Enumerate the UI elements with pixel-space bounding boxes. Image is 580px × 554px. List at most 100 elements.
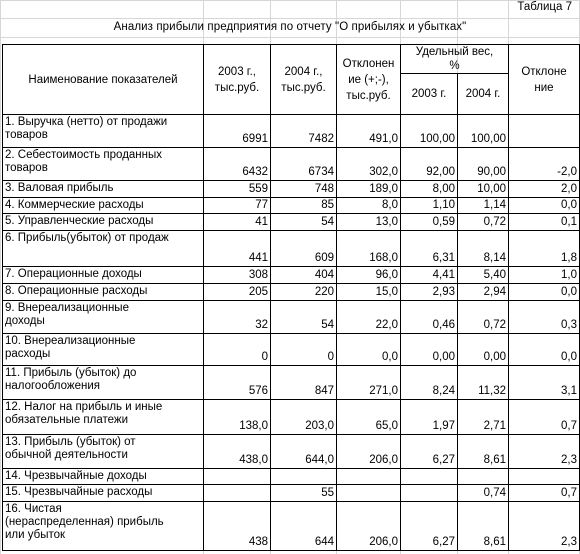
cell-s2004: 8,61 <box>457 434 509 469</box>
row-name-line: 9. Внереализационные <box>5 302 129 314</box>
cell-s2004 <box>457 468 509 485</box>
cell-dev: 0,0 <box>336 333 401 366</box>
table-row: 1. Выручка (нетто) от продажи товаров 6991… <box>2 114 580 148</box>
cell-sdev: 0,1 <box>508 213 580 231</box>
cell-s2004: 8,14 <box>457 230 509 267</box>
cell-dev: 13,0 <box>336 213 401 231</box>
cell-s2004: 8,61 <box>457 501 509 551</box>
row-name-line: 14. Чрезвычайные доходы <box>5 470 147 482</box>
row-name: 8. Операционные расходы <box>2 283 204 301</box>
table-row: 12. Налог на прибыль и иные обязательные … <box>2 399 580 435</box>
cell-s2003 <box>400 484 458 502</box>
cell-s2004: 0,00 <box>457 333 509 366</box>
cell-s2003: 100,00 <box>400 114 458 148</box>
cell-y2003: 32 <box>203 300 271 334</box>
cell-s2004: 11,32 <box>457 365 509 400</box>
cell-sdev: 1,0 <box>508 266 580 284</box>
cell-y2003: 77 <box>203 197 271 214</box>
cell-dev: 15,0 <box>336 283 401 301</box>
cell-sdev: 0,0 <box>508 283 580 301</box>
cell-y2004: 220 <box>270 283 337 301</box>
table-row: 14. Чрезвычайные доходы <box>2 468 580 485</box>
cell-sdev: 3,1 <box>508 365 580 400</box>
cell-s2003: 4,41 <box>400 266 458 284</box>
cell-s2003: 8,24 <box>400 365 458 400</box>
cell-dev: 206,0 <box>336 501 401 551</box>
row-name-line: 7. Операционные доходы <box>5 268 142 280</box>
cell-s2003: 8,00 <box>400 180 458 198</box>
table-row: 6. Прибыль(убыток) от продаж 441 609 168,0 6… <box>2 230 580 267</box>
cell-s2004: 0,74 <box>457 484 509 502</box>
cell-s2003: 92,00 <box>400 147 458 181</box>
cell-s2003: 6,27 <box>400 501 458 551</box>
table-row: 5. Управленческие расходы 41 54 13,0 0,59 0,7… <box>2 213 580 231</box>
table-row: 2. Себестоимость проданных товаров 6432 673… <box>2 147 580 181</box>
cell-s2004: 0,72 <box>457 300 509 334</box>
cell-dev: 189,0 <box>336 180 401 198</box>
table-row: 9. Внереализационные доходы 32 54 22,0 0,46 0,… <box>2 300 580 334</box>
cell-sdev <box>508 468 580 485</box>
cell-dev: 491,0 <box>336 114 401 148</box>
table-row: 8. Операционные расходы 205 220 15,0 2,93 2,9… <box>2 283 580 301</box>
header-name: Наименование показателей <box>2 44 204 115</box>
row-name-line: доходы <box>5 315 45 327</box>
cell-s2004: 1,14 <box>457 197 509 214</box>
cell-dev: 168,0 <box>336 230 401 267</box>
cell-y2003: 438,0 <box>203 434 271 469</box>
row-name: 14. Чрезвычайные доходы <box>2 468 204 485</box>
cell-y2004: 85 <box>270 197 337 214</box>
row-name: 16. Чистая (нераспределенная) прибыль или … <box>2 501 204 551</box>
row-name-line: товаров <box>5 162 48 174</box>
cell-s2004: 2,71 <box>457 399 509 435</box>
row-name: 12. Налог на прибыль и иные обязательные … <box>2 399 204 435</box>
cell-sdev: 0,3 <box>508 300 580 334</box>
profit-analysis-table: Наименование показателей 2003 г., тыс.ру… <box>2 44 580 551</box>
cell-y2003 <box>203 484 271 502</box>
cell-y2004: 0 <box>270 333 337 366</box>
table-row: 11. Прибыль (убыток) до налогообложения 57… <box>2 365 580 400</box>
cell-y2003: 205 <box>203 283 271 301</box>
row-name: 5. Управленческие расходы <box>2 213 204 231</box>
table-row: 3. Валовая прибыль 559 748 189,0 8,00 10,00 2,… <box>2 180 580 198</box>
cell-y2004: 404 <box>270 266 337 284</box>
row-name: 1. Выручка (нетто) от продажи товаров <box>2 114 204 148</box>
cell-sdev: 2,3 <box>508 501 580 551</box>
row-name: 11. Прибыль (убыток) до налогообложения <box>2 365 204 400</box>
row-name-line: товаров <box>5 129 48 141</box>
cell-s2003: 2,93 <box>400 283 458 301</box>
row-name-line: (нераспределенная) прибыль <box>5 516 164 528</box>
row-name-line: 4. Коммерческие расходы <box>5 199 144 211</box>
table-row: 13. Прибыль (убыток) от обычной деятельно… <box>2 434 580 469</box>
table-row: 4. Коммерческие расходы 77 85 8,0 1,10 1,14 0,… <box>2 197 580 214</box>
row-name: 15. Чрезвычайные расходы <box>2 484 204 502</box>
cell-y2003: 576 <box>203 365 271 400</box>
cell-y2003: 6991 <box>203 114 271 148</box>
row-name-line: обычной деятельности <box>5 449 128 461</box>
row-name-line: 16. Чистая <box>5 503 62 515</box>
table-row: 10. Внереализационные расходы 0 0 0,0 0,00 0,0… <box>2 333 580 366</box>
cell-y2004: 609 <box>270 230 337 267</box>
cell-y2004: 54 <box>270 213 337 231</box>
row-name-line: 11. Прибыль (убыток) до <box>5 367 137 379</box>
cell-sdev: 0,7 <box>508 399 580 435</box>
cell-s2003: 0,00 <box>400 333 458 366</box>
cell-dev: 65,0 <box>336 399 401 435</box>
row-name-line: 6. Прибыль(убыток) от продаж <box>5 232 169 244</box>
cell-y2004: 55 <box>270 484 337 502</box>
header-share: Удельный вес, % <box>400 44 509 74</box>
cell-y2003: 559 <box>203 180 271 198</box>
row-name-line: 1. Выручка (нетто) от продажи <box>5 116 168 128</box>
table-number: Таблица 7 <box>517 1 572 13</box>
cell-dev: 302,0 <box>336 147 401 181</box>
cell-y2003: 6432 <box>203 147 271 181</box>
cell-dev <box>336 468 401 485</box>
header-share-deviation: Отклоне ние <box>508 44 580 115</box>
cell-sdev: 0,0 <box>508 197 580 214</box>
cell-sdev <box>508 114 580 148</box>
row-name: 2. Себестоимость проданных товаров <box>2 147 204 181</box>
cell-sdev: 0,7 <box>508 484 580 502</box>
cell-y2004: 748 <box>270 180 337 198</box>
header-share-2003: 2003 г. <box>400 73 458 115</box>
row-name-line: налогообложения <box>5 380 100 392</box>
cell-y2003: 441 <box>203 230 271 267</box>
